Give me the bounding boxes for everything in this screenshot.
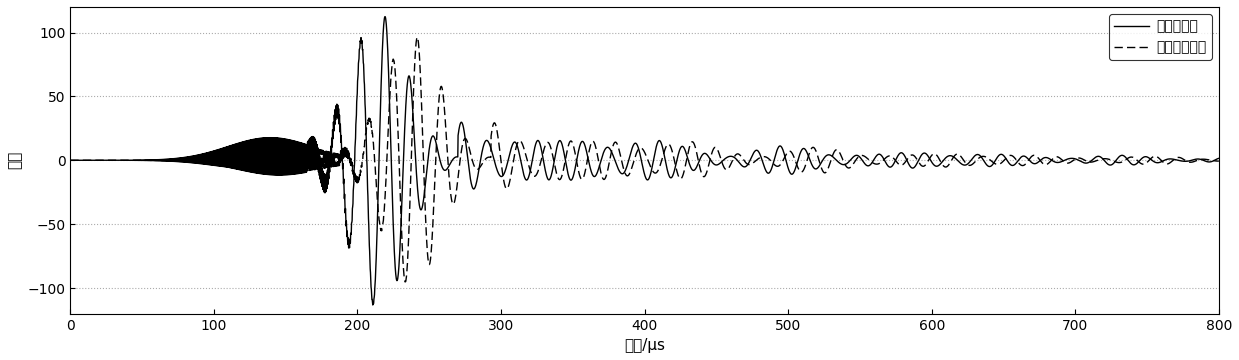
无缺陷位置 <box>898 155 913 159</box>
Legend: 无缺陷位置, 内含孔洞位置: 无缺陷位置, 内含孔洞位置 <box>1109 14 1212 60</box>
内含孔洞位置 <box>898 160 913 164</box>
Line: 无缺陷位置: 无缺陷位置 <box>71 17 1219 305</box>
内含孔洞位置 <box>63 158 78 162</box>
内含孔洞位置 <box>610 141 624 145</box>
X-axis label: 时间/μs: 时间/μs <box>624 338 665 353</box>
无缺陷位置 <box>555 144 570 149</box>
内含孔洞位置 <box>1212 159 1227 163</box>
无缺陷位置 <box>610 163 624 167</box>
无缺陷位置 <box>378 14 393 19</box>
无缺陷位置 <box>1177 159 1192 163</box>
无缺陷位置 <box>366 303 380 307</box>
内含孔洞位置 <box>398 280 413 284</box>
无缺陷位置 <box>546 163 561 167</box>
内含孔洞位置 <box>410 35 425 39</box>
Y-axis label: 幅值: 幅值 <box>7 151 22 170</box>
Line: 内含孔洞位置: 内含孔洞位置 <box>71 37 1219 282</box>
无缺陷位置 <box>1120 157 1135 161</box>
内含孔洞位置 <box>555 171 570 176</box>
内含孔洞位置 <box>1120 157 1135 161</box>
内含孔洞位置 <box>546 157 561 161</box>
无缺陷位置 <box>63 158 78 162</box>
内含孔洞位置 <box>1177 158 1192 162</box>
无缺陷位置 <box>1212 156 1227 161</box>
